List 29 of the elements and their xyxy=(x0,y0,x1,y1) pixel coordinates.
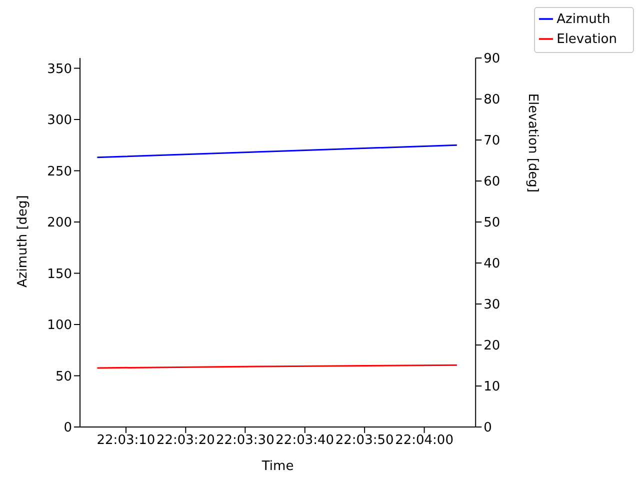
y-tick-label: 0 xyxy=(64,420,72,436)
y2-tick-label: 50 xyxy=(484,216,500,231)
x-tick-label: 22:03:10 xyxy=(96,433,156,448)
y-axis-title: Azimuth [deg] xyxy=(16,195,31,288)
x-tick-label: 22:03:20 xyxy=(156,433,215,448)
y-tick-label: 300 xyxy=(47,113,72,128)
x-tick-label: 22:03:50 xyxy=(335,433,394,448)
legend-label: Azimuth xyxy=(556,12,610,27)
y2-tick-label: 10 xyxy=(484,380,500,395)
y2-tick-label: 90 xyxy=(484,52,500,67)
x-tick-label: 22:03:40 xyxy=(276,433,334,448)
x-tick-label: 22:04:00 xyxy=(395,433,454,448)
x-axis-title: Time xyxy=(260,459,294,474)
y2-tick-label: 60 xyxy=(484,174,500,190)
y2-axis-title: Elevation [deg] xyxy=(524,93,540,192)
y2-tick-label: 70 xyxy=(484,134,500,149)
y-tick-label: 200 xyxy=(47,216,72,231)
legend-label: Elevation xyxy=(556,32,617,47)
x-tick-label: 22:03:30 xyxy=(216,433,274,448)
y2-tick-label: 0 xyxy=(484,420,492,436)
y-tick-label: 150 xyxy=(47,266,72,282)
y2-tick-label: 40 xyxy=(484,256,500,272)
y2-tick-label: 80 xyxy=(484,92,500,108)
y-tick-label: 350 xyxy=(47,62,72,77)
y2-tick-label: 20 xyxy=(484,338,500,354)
y-tick-label: 250 xyxy=(47,164,72,180)
y-tick-label: 100 xyxy=(47,318,72,334)
y2-tick-label: 30 xyxy=(484,298,500,313)
y-tick-label: 50 xyxy=(55,369,72,384)
